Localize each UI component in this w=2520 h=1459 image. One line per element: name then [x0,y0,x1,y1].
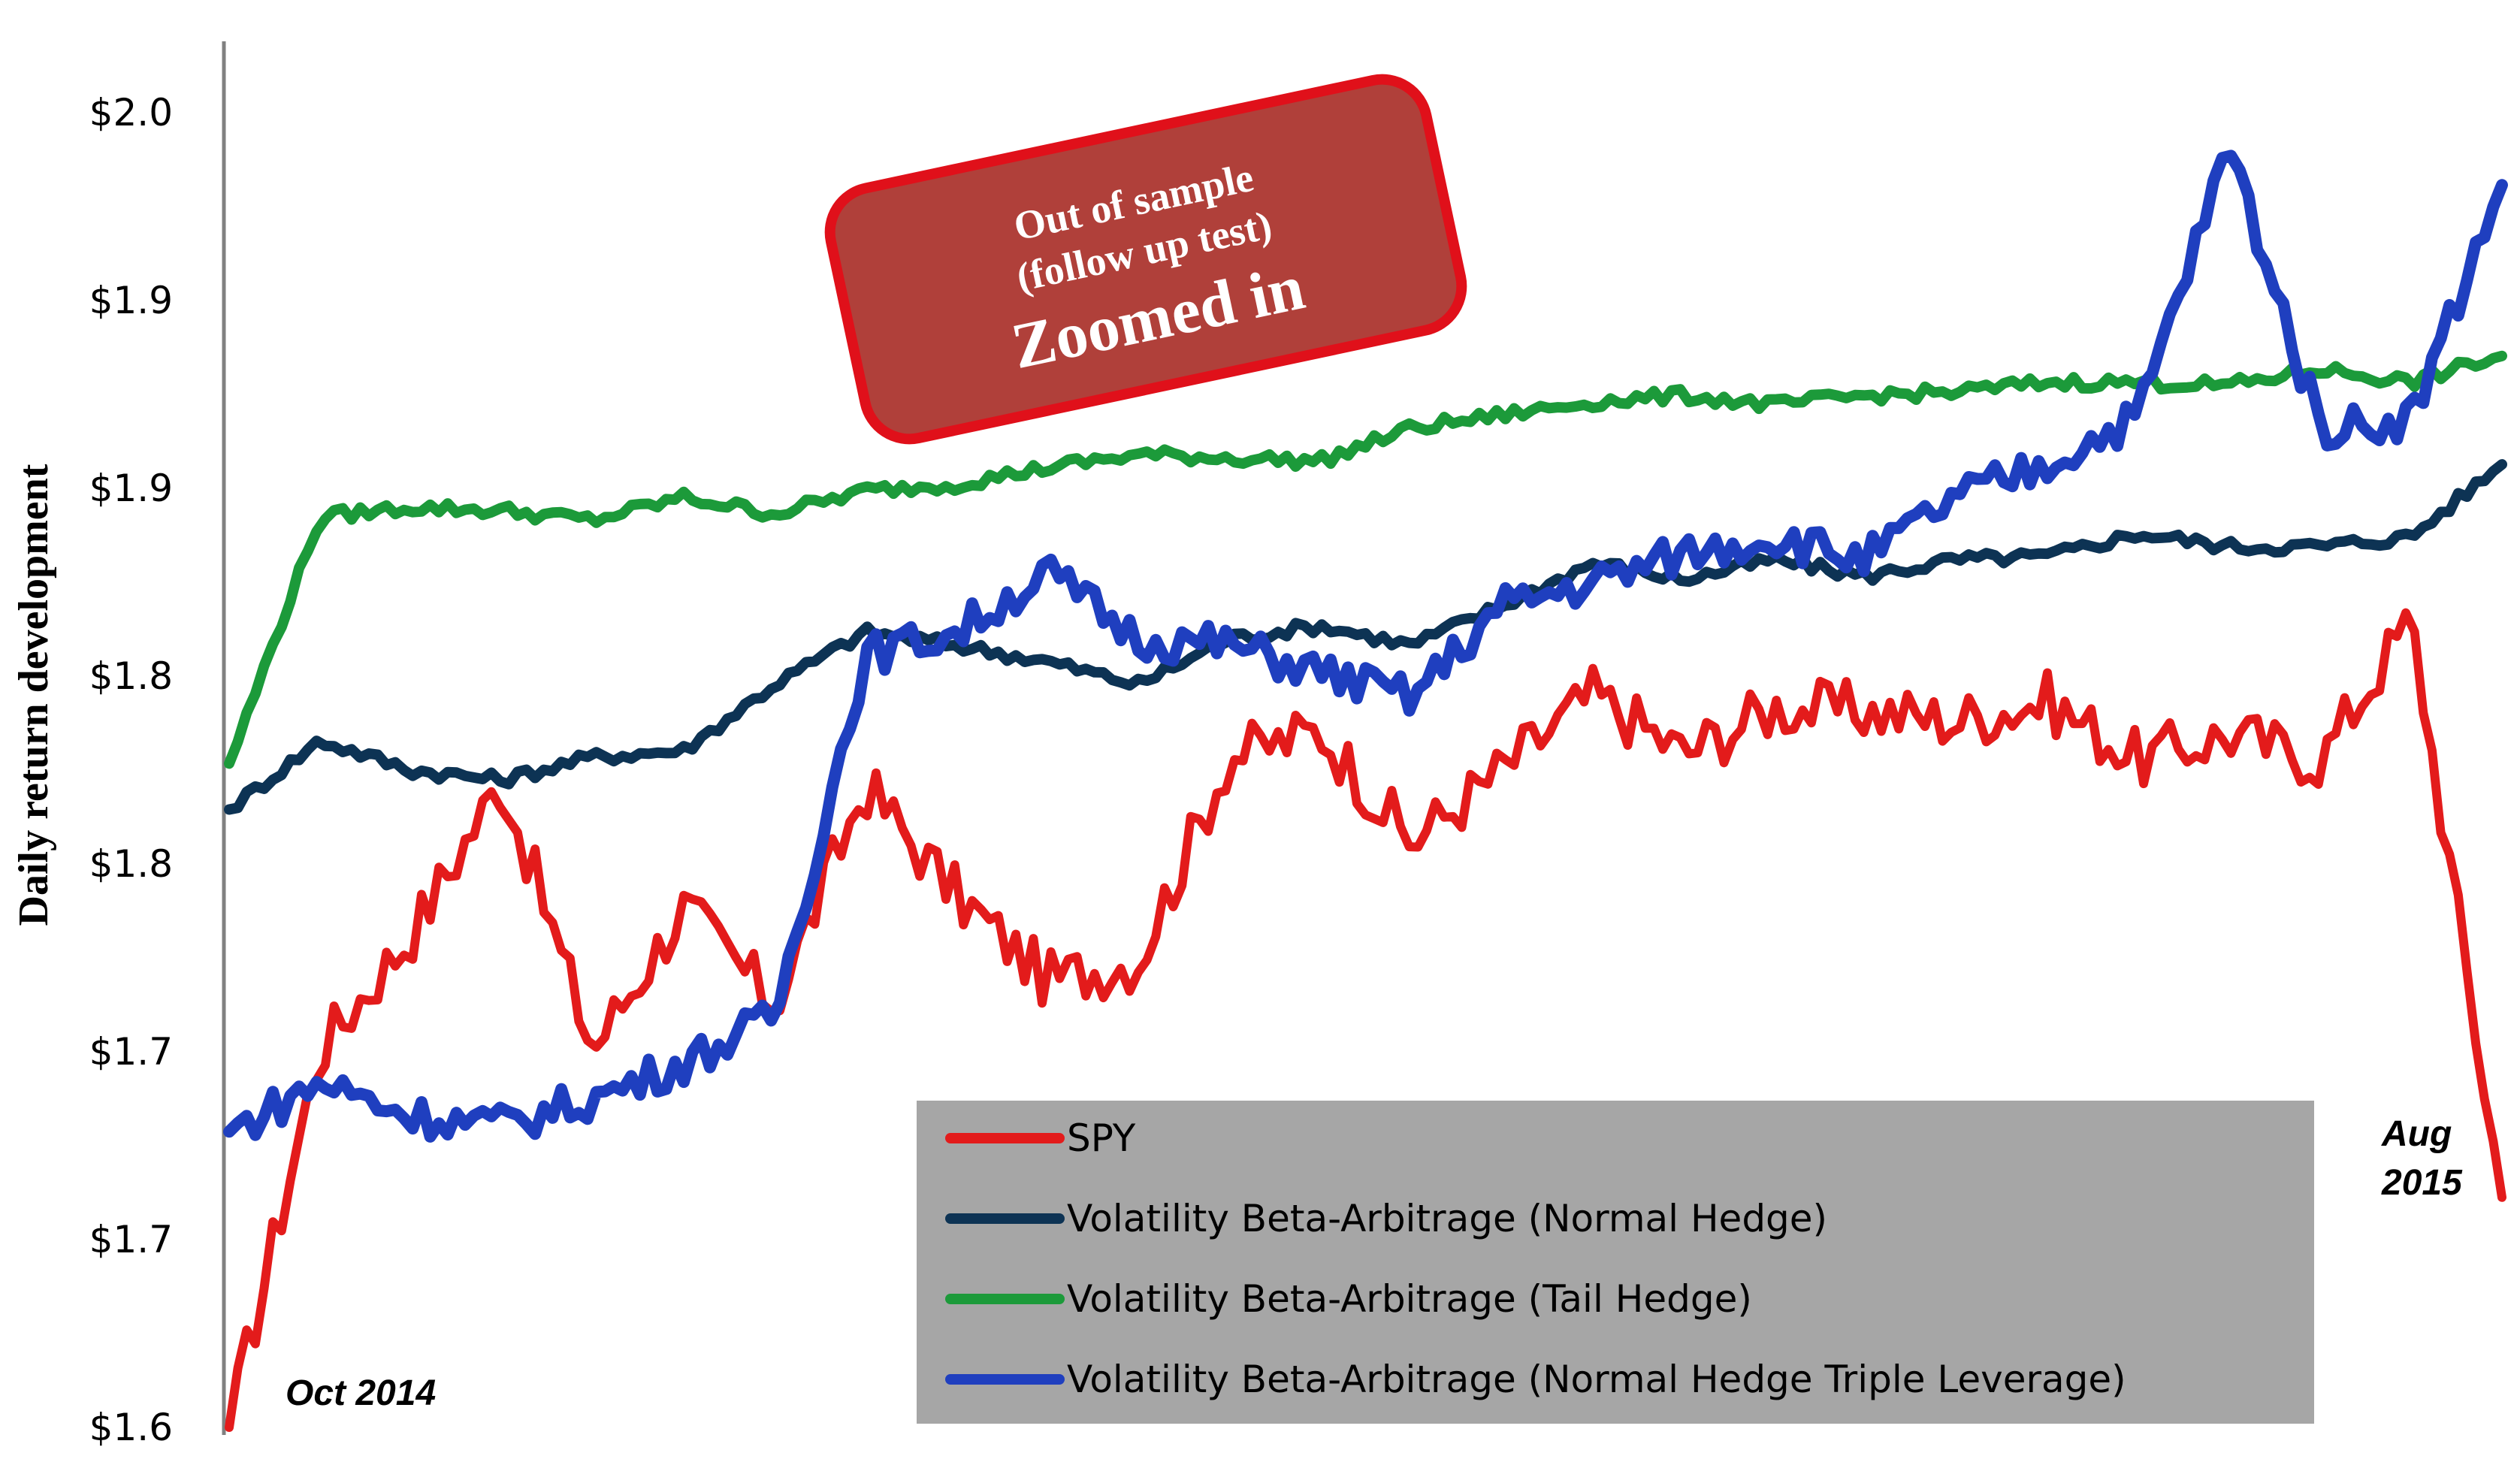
series-line-4 [223,150,2508,1143]
callout-background [824,74,1467,445]
series-line-3 [224,350,2507,769]
y-tick-label: $1.7 [89,1218,173,1261]
series-line-1 [225,608,2506,1432]
y-tick-label: $1.8 [89,842,173,886]
y-axis-label: Daily return development [11,464,57,926]
y-tick-labels: $1.6 $1.7 $1.7 $1.8 $1.8 $1.9 $1.9 $2.0 [89,91,173,1449]
y-tick-label: $2.0 [89,91,173,134]
x-start-label: Oct 2014 [286,1373,436,1413]
legend-label: Volatility Beta-Arbitrage (Tail Hedge) [1067,1277,1752,1321]
y-tick-label: $1.8 [89,654,173,698]
y-tick-label: $1.9 [89,467,173,510]
x-end-label-year: 2015 [2381,1163,2463,1203]
legend-label: Volatility Beta-Arbitrage (Normal Hedge … [1067,1358,2126,1401]
x-end-label-month: Aug [2381,1114,2452,1154]
series-line-2 [224,459,2507,815]
callout-box: Out of sample (follow up test) Zoomed in [824,74,1467,445]
legend: SPY Volatility Beta-Arbitrage (Normal Hed… [917,1101,2314,1424]
y-tick-label: $1.6 [89,1406,173,1449]
series-lines [223,150,2508,1432]
y-tick-label: $1.9 [89,279,173,322]
y-tick-label: $1.7 [89,1030,173,1074]
legend-label: Volatility Beta-Arbitrage (Normal Hedge) [1067,1197,1827,1240]
legend-label: SPY [1067,1116,1136,1160]
legend-background [917,1101,2314,1424]
